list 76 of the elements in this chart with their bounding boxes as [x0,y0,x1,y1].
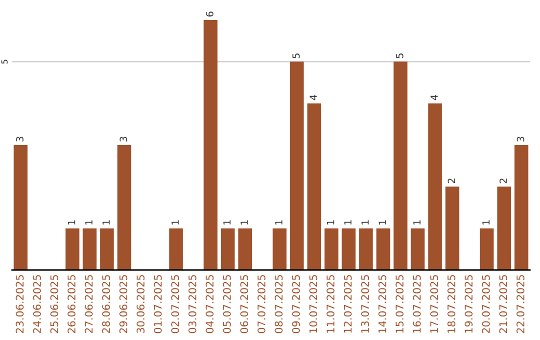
data-label: 1 [482,220,490,224]
x-tick-label: 23.06.2025 [16,275,24,334]
x-tick-label: 16.07.2025 [412,275,421,333]
x-tick-label: 13.07.2025 [361,275,369,333]
x-tick-label: 15.07.2025 [396,275,404,333]
bar [428,103,442,270]
x-tick-label: 11.07.2025 [326,275,334,333]
bar [394,62,408,270]
data-label: 1 [327,220,334,224]
bar [14,145,28,270]
bar [238,228,252,270]
bar [497,186,512,270]
x-tick-label: 05.07.2025 [222,275,231,334]
x-tick-label: 01.07.2025 [154,275,162,334]
x-tick-label: 26.06.2025 [68,275,76,334]
data-label: 2 [500,178,507,184]
data-label: 3 [516,136,524,142]
bar [290,62,304,270]
bar [100,228,114,270]
data-label: 3 [16,136,24,142]
bar [480,228,494,270]
x-tick-label: 30.06.2025 [136,275,145,334]
x-tick-label: 27.06.2025 [84,275,93,334]
bar [66,228,80,270]
x-tick-label: 29.06.2025 [119,275,128,334]
data-label: 4 [310,94,317,100]
x-tick-label: 07.07.2025 [258,275,266,334]
bar [514,145,528,270]
x-tick-label: 04.07.2025 [206,275,214,334]
x-tick-label: 22.07.2025 [516,275,524,334]
x-tick-label: 24.06.2025 [33,275,41,334]
data-label: 3 [120,136,128,142]
data-label: 5 [292,54,300,58]
data-label: 1 [344,220,352,224]
x-tick-label: 21.07.2025 [499,275,508,334]
bar [342,228,356,270]
x-tick-label: 12.07.2025 [344,275,352,333]
x-tick-label: 08.07.2025 [274,275,283,334]
data-label: 1 [102,220,110,224]
bar [445,186,460,270]
data-label: 6 [206,12,214,17]
data-label: 1 [223,220,231,224]
bar [169,228,183,270]
x-tick-label: 03.07.2025 [188,275,196,334]
bar [324,228,338,270]
x-tick-label: 19.07.2025 [464,275,473,333]
data-label: 1 [68,220,76,224]
data-label: 2 [448,178,455,184]
data-label: 1 [378,220,386,224]
data-label: 1 [240,220,248,224]
data-label: 1 [172,220,179,224]
x-tick-label: 10.07.2025 [309,275,318,333]
data-label: 1 [413,220,420,224]
data-label: 1 [85,220,92,224]
x-tick-label: 25.06.2025 [50,275,58,334]
bar [117,145,132,270]
bar [220,228,235,270]
data-label: 4 [430,94,438,100]
data-label: 5 [396,54,404,58]
bar [204,20,218,270]
x-tick-label: 20.07.2025 [482,275,490,334]
x-tick-label: 14.07.2025 [378,275,386,333]
data-label: 1 [275,220,282,224]
x-tick-label: 18.07.2025 [447,275,456,333]
x-tick-label: 28.06.2025 [102,275,110,334]
bar [376,228,390,270]
bar [359,228,373,270]
bar [410,228,425,270]
x-tick-label: 06.07.2025 [240,275,248,334]
data-label: 1 [362,220,369,224]
x-tick-label: 17.07.2025 [430,275,438,333]
x-tick-label: 02.07.2025 [171,275,180,334]
bar [272,228,287,270]
bar [307,103,322,270]
x-tick-label: 09.07.2025 [292,275,300,334]
bar [82,228,97,270]
